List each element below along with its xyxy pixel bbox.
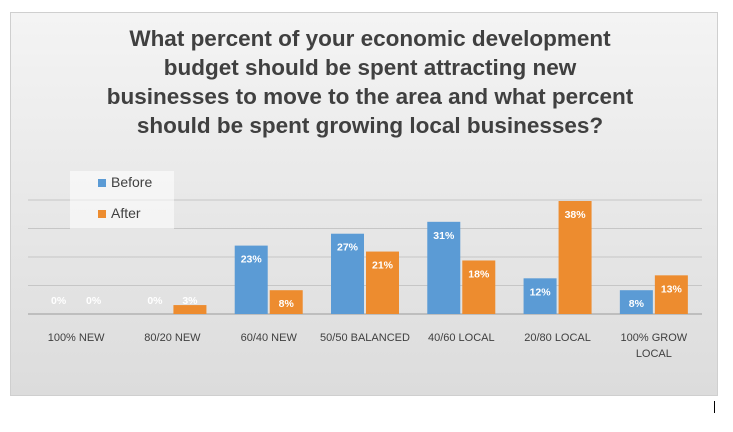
bar-before	[619, 290, 653, 314]
data-label-before: 8%	[629, 298, 645, 310]
category-label: 80/20 NEW	[144, 332, 201, 344]
bar-before	[523, 278, 557, 314]
data-label-after: 0%	[86, 295, 102, 307]
data-label-before: 0%	[147, 295, 163, 307]
category-label: LOCAL	[636, 348, 672, 360]
bar-after	[654, 275, 688, 314]
data-labels: 0% 0% 0% 3% 23% 8% 27% 21% 31% 18% 12% 38% 8% 13%	[51, 209, 682, 310]
legend-label-before: Before	[111, 174, 152, 190]
chart-title-line-1: What percent of your economic developmen…	[129, 26, 611, 51]
data-label-after: 18%	[468, 268, 490, 280]
legend: Before After	[70, 171, 174, 229]
chart-title: What percent of your economic developmen…	[20, 24, 720, 140]
data-label-before: 27%	[337, 242, 359, 254]
category-labels: 100% NEW 80/20 NEW 60/40 NEW 50/50 BALANCED…	[48, 332, 688, 360]
bar-before	[331, 233, 364, 314]
data-label-before: 31%	[433, 230, 455, 242]
category-label: 50/50 BALANCED	[320, 332, 410, 344]
chart-title-line-3: businesses to move to the area and what …	[106, 84, 634, 109]
category-label: 100% NEW	[48, 332, 105, 344]
category-label: 60/40 NEW	[241, 332, 298, 344]
bar-before	[234, 245, 268, 314]
data-label-before: 0%	[51, 295, 67, 307]
legend-label-after: After	[111, 205, 141, 221]
text-cursor-mark	[714, 401, 715, 413]
chart-title-line-2: budget should be spent attracting new	[163, 55, 577, 80]
bar-after	[366, 251, 399, 314]
data-label-after: 38%	[565, 209, 587, 221]
bar-after	[558, 201, 592, 314]
bar-after	[462, 260, 496, 314]
bar-before	[427, 221, 461, 314]
legend-swatch-after	[98, 210, 106, 218]
bar-after	[173, 305, 207, 314]
bar-after	[269, 290, 303, 314]
data-label-after: 8%	[279, 298, 295, 310]
data-label-after: 21%	[372, 260, 394, 272]
legend-swatch-before	[98, 179, 106, 187]
data-label-after: 3%	[182, 295, 198, 307]
chart-title-line-4: should be spent growing local businesses…	[136, 113, 604, 138]
category-label: 100% GROW	[621, 332, 688, 344]
legend-box	[70, 171, 174, 229]
data-label-before: 12%	[530, 286, 552, 298]
data-label-before: 23%	[241, 254, 263, 266]
category-label: 40/60 LOCAL	[428, 332, 495, 344]
data-label-after: 13%	[661, 283, 683, 295]
bars	[173, 201, 688, 314]
category-label: 20/80 LOCAL	[524, 332, 591, 344]
